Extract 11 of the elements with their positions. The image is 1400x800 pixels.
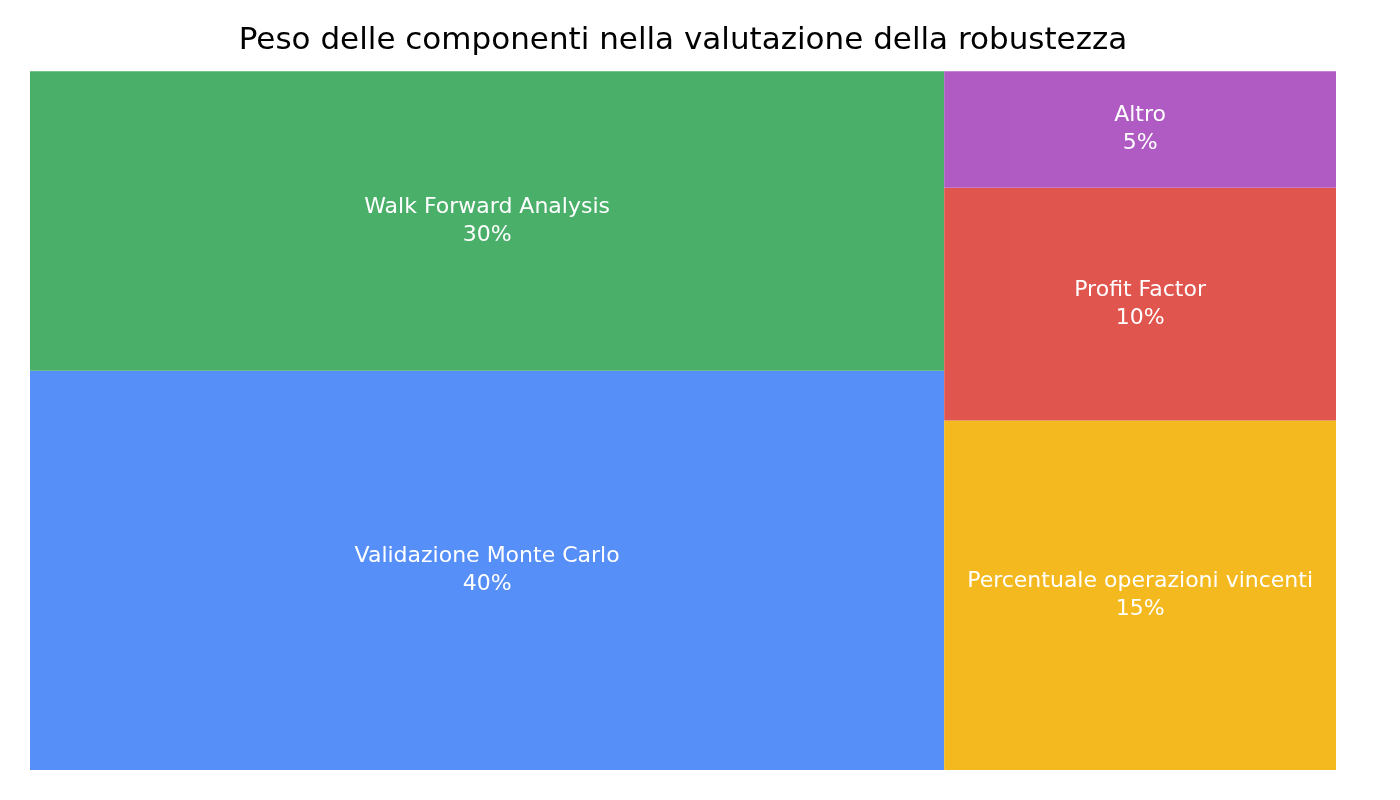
data-label: 30% bbox=[462, 220, 512, 246]
category-label: Altro bbox=[1114, 101, 1167, 127]
text: Peso delle componenti nella valutazione della robustezza bbox=[238, 19, 1128, 56]
category-label: Walk Forward Analysis bbox=[364, 192, 610, 218]
data-label: 15% bbox=[1115, 595, 1165, 621]
category-label: Validazione Monte Carlo bbox=[354, 542, 620, 568]
data-label: 10% bbox=[1115, 303, 1165, 329]
category-label: Profit Factor bbox=[1074, 275, 1207, 301]
category-label: Percentuale operazioni vincenti bbox=[967, 567, 1314, 593]
data-label: 40% bbox=[462, 570, 512, 596]
data-label: 5% bbox=[1122, 129, 1158, 155]
